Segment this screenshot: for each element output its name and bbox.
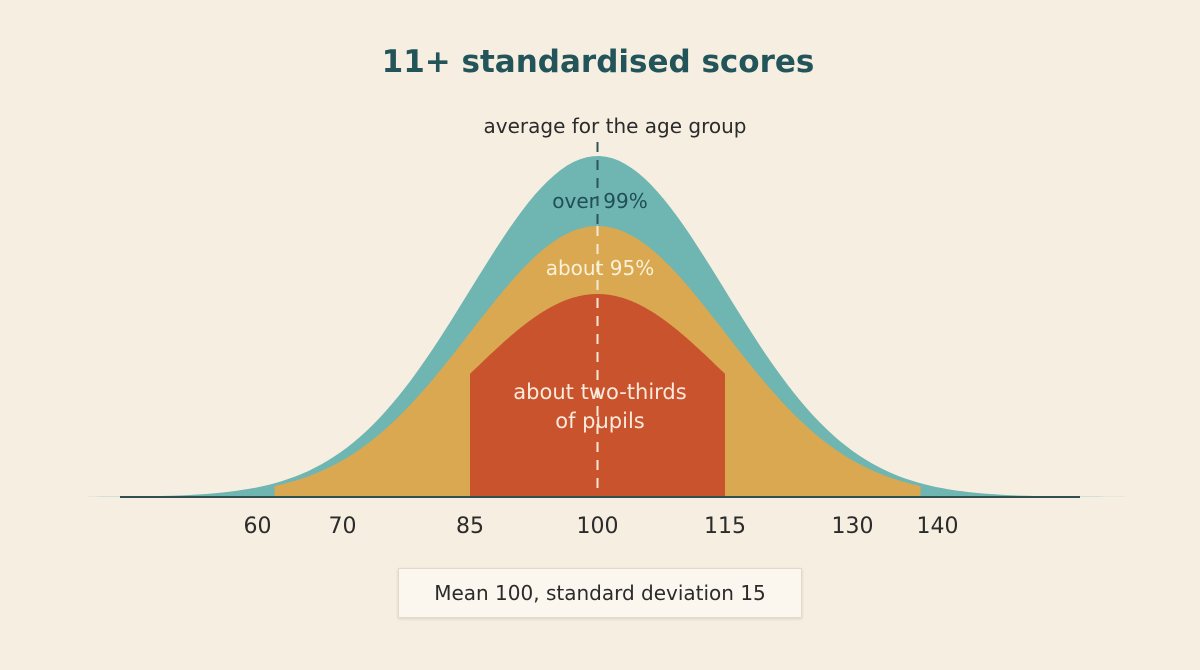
band-label-68-line2: of pupils [555, 409, 645, 433]
x-tick-70: 70 [329, 514, 357, 539]
x-tick-60: 60 [244, 514, 272, 539]
x-tick-130: 130 [832, 514, 874, 539]
mean-annotation: average for the age group [484, 114, 747, 138]
x-tick-115: 115 [704, 514, 746, 539]
band-label-95: about 95% [546, 256, 655, 280]
band-label-68-line1: about two-thirds [513, 380, 686, 404]
x-tick-140: 140 [917, 514, 959, 539]
chart-title: 11+ standardised scores [382, 44, 815, 80]
x-tick-85: 85 [456, 514, 484, 539]
band-label-99: over 99% [552, 189, 647, 213]
x-axis-ticks: 60 70 85 100 115 130 140 [244, 514, 959, 539]
caption-box: Mean 100, standard deviation 15 [398, 568, 802, 618]
x-tick-100: 100 [577, 514, 619, 539]
